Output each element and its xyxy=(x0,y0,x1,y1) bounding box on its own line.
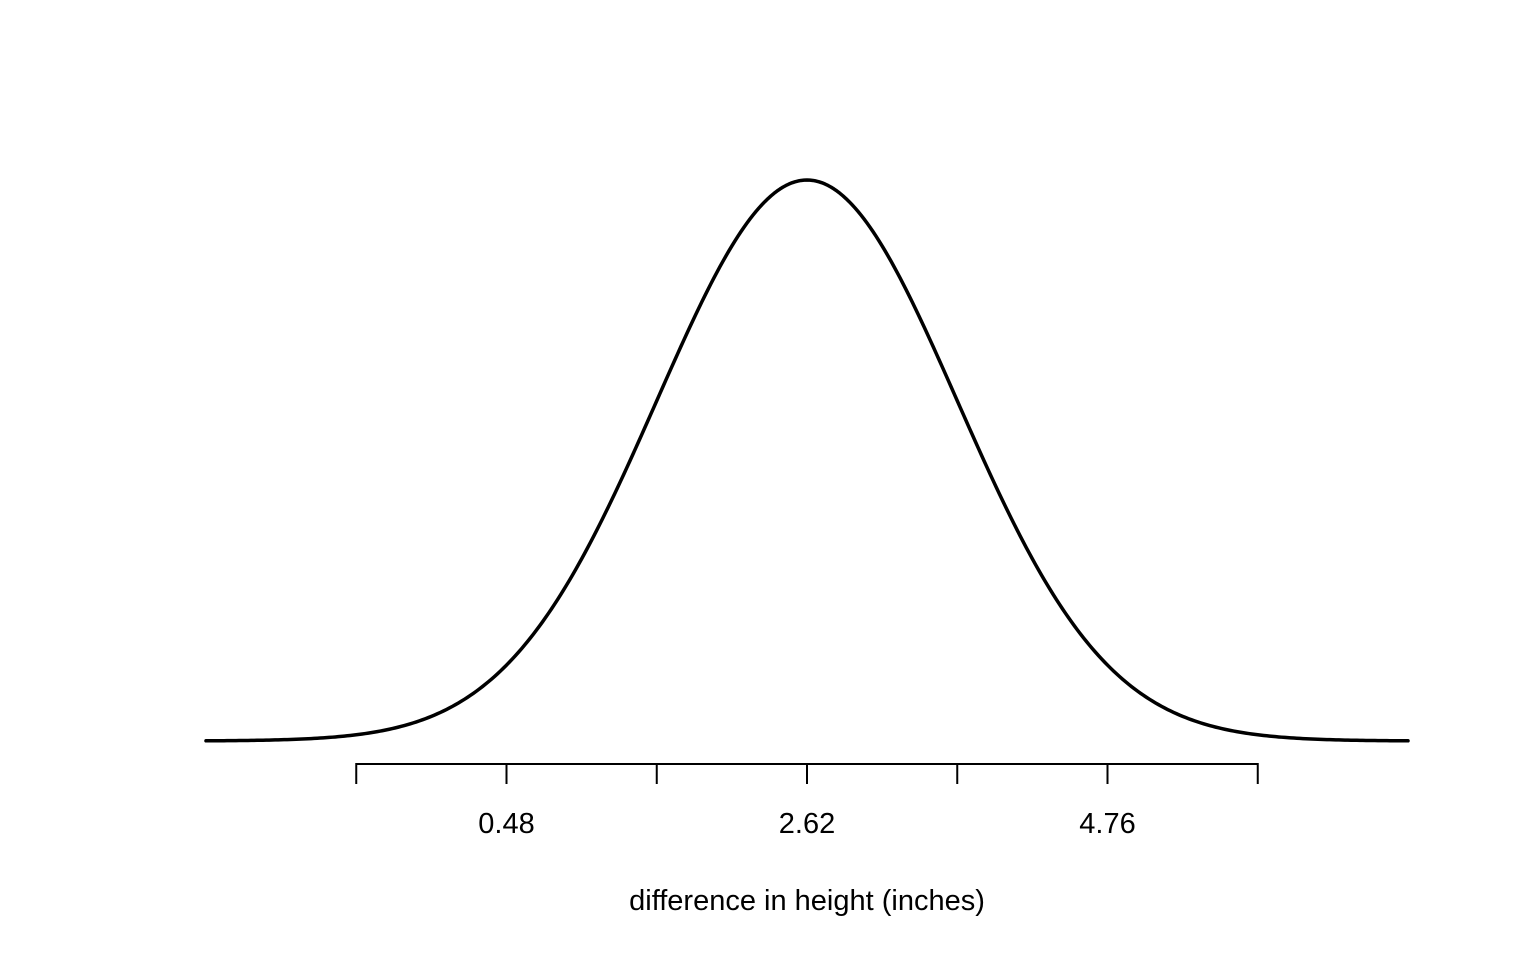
x-axis-tick-label: 2.62 xyxy=(779,808,835,840)
x-axis-tick-labels: 0.48 2.62 4.76 xyxy=(478,808,1135,840)
x-axis-ticks xyxy=(355,763,1259,784)
x-axis-tick-label: 4.76 xyxy=(1079,808,1135,840)
x-axis-title: difference in height (inches) xyxy=(629,885,985,917)
density-curve xyxy=(204,178,1410,743)
x-axis-tick-label: 0.48 xyxy=(478,808,534,840)
